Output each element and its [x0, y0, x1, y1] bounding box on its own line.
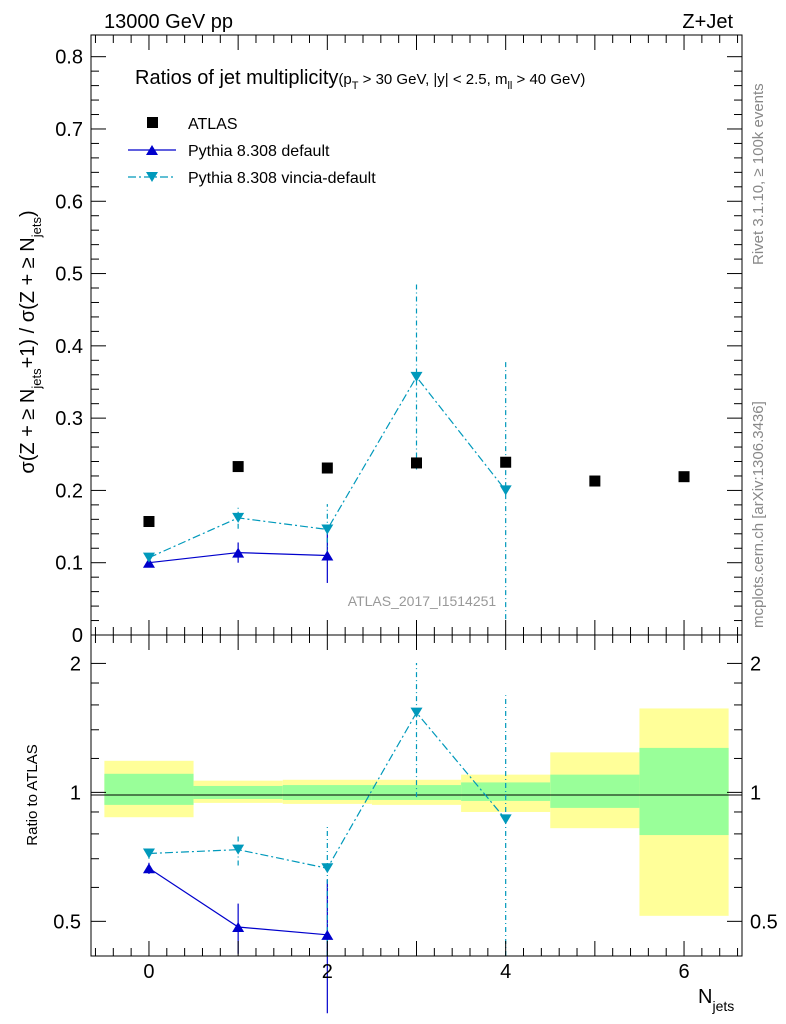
header-energy: 13000 GeV pp — [104, 11, 233, 33]
vincia-data-point — [142, 552, 155, 563]
legend-marker-vincia — [146, 172, 158, 182]
main-y-tick-label: 0.2 — [55, 480, 83, 502]
ratio-vincia-point — [410, 707, 423, 718]
main-y-tick-label: 0 — [72, 625, 83, 647]
ratio-y-tick-label-left: 0.5 — [53, 911, 81, 933]
ratio-default-point — [232, 922, 245, 933]
header-process: Z+Jet — [682, 11, 733, 33]
ratio-vincia-point — [321, 863, 334, 874]
legend-label-vincia: Pythia 8.308 vincia-default — [188, 170, 376, 187]
legend-label-default: Pythia 8.308 default — [188, 143, 330, 160]
ratio-vincia-point — [232, 844, 245, 855]
main-y-tick-label: 0.3 — [55, 408, 83, 430]
ratio-band-inner — [639, 747, 729, 836]
ratio-ticks: 0.5 0.5 1 1 2 2 0 2 4 6 — [53, 635, 778, 983]
default-data-point — [232, 547, 245, 558]
mcplots-info: mcplots.cern.ch [arXiv:1306.3436] — [750, 401, 767, 628]
ratio-vincia-point — [142, 848, 155, 859]
ratio-plot-area — [142, 662, 512, 1014]
vincia-data-point — [321, 524, 334, 535]
main-y-tick-label: 0.1 — [55, 553, 83, 575]
atlas-data-point — [678, 471, 690, 483]
default-data-point — [142, 557, 155, 568]
ratio-default-point — [142, 863, 155, 874]
x-tick-label: 0 — [143, 961, 154, 983]
ratio-default-point — [321, 929, 334, 940]
ratio-y-tick-label-right: 1 — [750, 782, 761, 804]
atlas-data-point — [321, 462, 333, 474]
chart-title: Ratios of jet multiplicity(pT > 30 GeV, … — [135, 67, 585, 92]
ratio-band-inner — [104, 773, 194, 805]
ratio-panel: 0.5 0.5 1 1 2 2 0 2 4 6 Ratio to ATLAS Njets — [24, 634, 778, 1014]
ratio-y-tick-label-left: 1 — [70, 782, 81, 804]
ratio-band-inner — [282, 785, 372, 800]
vincia-data-point — [499, 485, 512, 496]
main-y-tick-label: 0.6 — [55, 191, 83, 213]
ratio-y-label: Ratio to ATLAS — [24, 744, 41, 845]
ratio-bands — [104, 708, 729, 916]
atlas-data-point — [500, 456, 512, 468]
ratio-band-inner — [550, 774, 640, 808]
x-tick-label: 6 — [678, 961, 689, 983]
vincia-data-point — [232, 512, 245, 523]
legend-marker-default — [146, 145, 158, 155]
main-y-tick-label: 0.5 — [55, 264, 83, 286]
ratio-vincia-point — [499, 814, 512, 825]
ratio-band-inner — [193, 785, 283, 800]
rivet-info: Rivet 3.1.10, ≥ 100k events — [750, 83, 767, 265]
x-tick-label: 4 — [500, 961, 511, 983]
legend-label-atlas: ATLAS — [188, 116, 238, 133]
legend: ATLAS Pythia 8.308 default Pythia 8.308 … — [128, 116, 376, 187]
ratio-frame — [90, 634, 743, 957]
x-axis-label: Njets — [698, 986, 734, 1014]
main-y-tick-label: 0.4 — [55, 336, 83, 358]
main-y-tick-label: 0.7 — [55, 119, 83, 141]
ratio-y-tick-label-right: 0.5 — [750, 911, 778, 933]
ratio-y-tick-label-right: 2 — [750, 653, 761, 675]
atlas-data-point — [589, 475, 601, 487]
x-tick-label: 2 — [322, 961, 333, 983]
atlas-data-point — [411, 457, 422, 469]
main-plot-area — [142, 284, 690, 620]
main-ticks: 0 0.1 0.2 0.3 0.4 0.5 0.6 0.7 0.8 — [55, 35, 742, 647]
vincia-data-point — [410, 371, 423, 382]
main-y-label: σ(Z + ≥ Njets+1) / σ(Z + ≥ Njets) — [17, 210, 44, 473]
ratio-y-tick-label-left: 2 — [70, 653, 81, 675]
main-panel: Ratios of jet multiplicity(pT > 30 GeV, … — [17, 34, 743, 647]
atlas-data-point — [232, 461, 244, 473]
analysis-watermark: ATLAS_2017_I1514251 — [348, 593, 497, 609]
main-y-tick-label: 0.8 — [55, 47, 83, 69]
atlas-data-point — [143, 516, 155, 528]
legend-marker-atlas — [147, 117, 158, 128]
default-data-point — [321, 550, 334, 561]
